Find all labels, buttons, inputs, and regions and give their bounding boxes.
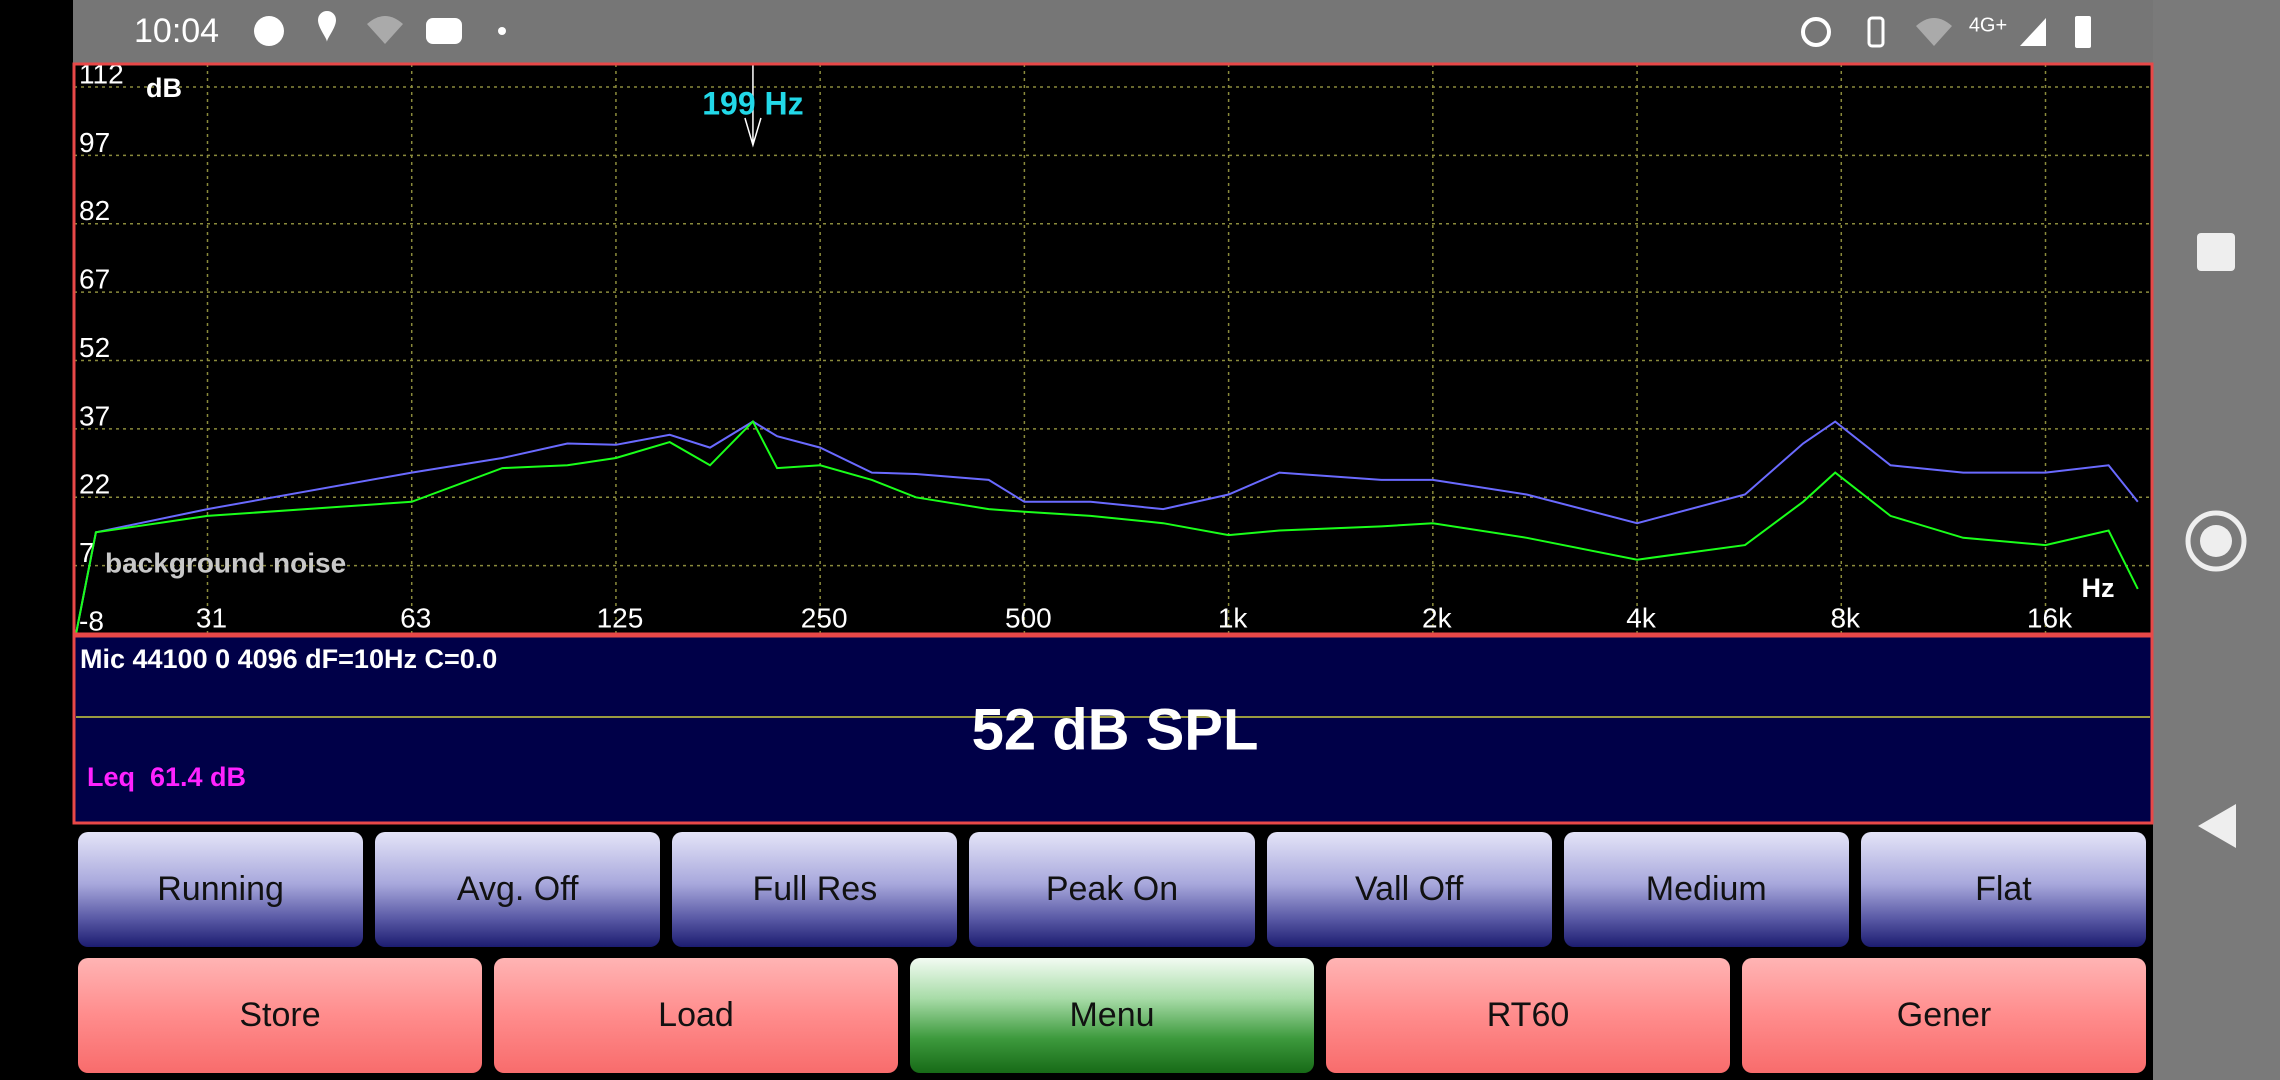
button[interactable]: Peak On: [969, 832, 1255, 947]
button[interactable]: Flat: [1860, 832, 2146, 947]
button[interactable]: Menu: [910, 958, 1314, 1073]
button[interactable]: Medium: [1563, 832, 1849, 947]
marker: [744, 64, 762, 148]
button[interactable]: Full Res: [672, 832, 958, 947]
x-tick-label: 500: [1005, 602, 1052, 633]
home-dot: [2200, 525, 2232, 557]
mic-info: Mic 44100 0 4096 dF=10Hz C=0.0: [80, 644, 497, 674]
button[interactable]: Gener: [1742, 958, 2146, 1073]
x-tick-label: 31: [196, 602, 227, 633]
x-unit: Hz: [2082, 573, 2115, 603]
y-tick-label: 52: [79, 332, 110, 363]
marker-label: 199 Hz: [702, 85, 803, 121]
network-type: 4G+: [1969, 14, 2007, 36]
status-icons: [254, 11, 2091, 48]
button[interactable]: Running: [78, 832, 364, 947]
x-tick-label: 250: [801, 602, 848, 633]
x-tick-label: 125: [597, 602, 644, 633]
y-tick-label: -8: [79, 605, 104, 636]
button[interactable]: Avg. Off: [375, 832, 661, 947]
plot-background: [74, 64, 2152, 634]
leq-level: Leq 61.4 dB: [87, 762, 246, 792]
y-unit: dB: [146, 73, 182, 103]
x-tick-label: 63: [400, 602, 431, 633]
plot-border: [72, 62, 2154, 636]
x-tick-label: 8k: [1830, 602, 1861, 633]
button[interactable]: Vall Off: [1266, 832, 1552, 947]
clock: 10:04: [134, 12, 219, 50]
note: background noise: [105, 547, 346, 578]
readout-panel: [72, 634, 2154, 825]
button[interactable]: Store: [78, 958, 482, 1073]
y-tick-label: 22: [79, 469, 110, 500]
status-bar: [73, 0, 2153, 64]
control-row: Running Avg. Off Full Res Peak On Vall Off Me…: [78, 832, 2146, 947]
back-button[interactable]: [2198, 804, 2236, 848]
y-tick-label: 97: [79, 127, 110, 158]
x-tick-label: 4k: [1626, 602, 1657, 633]
home-button[interactable]: [2185, 510, 2247, 572]
action-row: Store Load Menu RT60 Gener: [78, 958, 2146, 1073]
y-tick-label: 67: [79, 264, 110, 295]
x-tick-label: 1k: [1218, 602, 1249, 633]
spl-level: 52 dB SPL: [972, 697, 1259, 762]
x-tick-label: 2k: [1422, 602, 1453, 633]
nav-buttons[interactable]: [2185, 233, 2247, 848]
y-tick-label: 37: [79, 400, 110, 431]
y-tick-label: 82: [79, 195, 110, 226]
button[interactable]: RT60: [1326, 958, 1730, 1073]
button[interactable]: Load: [494, 958, 898, 1073]
recents-button[interactable]: [2197, 233, 2235, 271]
spectrum-line: [75, 419, 2139, 635]
spectrum-line: [75, 420, 2139, 635]
x-tick-label: 16k: [2027, 602, 2073, 633]
